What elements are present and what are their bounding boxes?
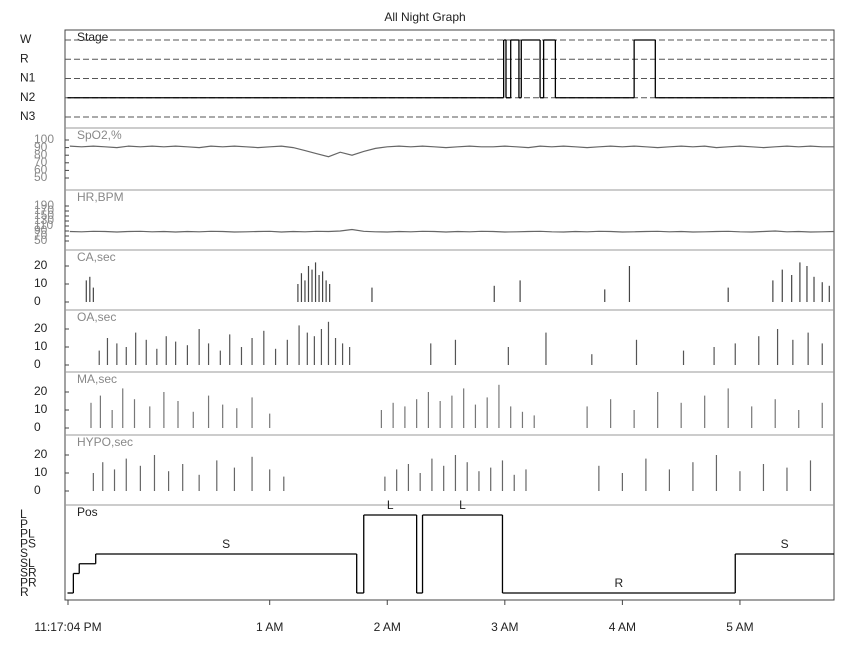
y-tick-label: S	[20, 546, 28, 560]
x-tick-label: 11:17:04 PM	[34, 620, 101, 634]
y-tick-label: PL	[20, 527, 35, 541]
segment-label: S	[781, 537, 789, 551]
y-tick-label: PR	[20, 575, 37, 589]
y-tick-label: 90	[34, 140, 48, 154]
line-trace	[69, 228, 835, 233]
y-tick-label: 20	[34, 258, 48, 272]
panel-label: HR,BPM	[77, 190, 124, 204]
y-tick-label: 50	[34, 233, 48, 247]
segment-label: S	[222, 537, 230, 551]
chart-title: All Night Graph	[384, 10, 465, 24]
plot-frame	[64, 29, 835, 601]
x-tick-label: 2 AM	[374, 620, 401, 634]
y-tick-label: SL	[20, 556, 35, 570]
y-tick-label: 0	[34, 294, 41, 308]
y-tick-label: N2	[20, 90, 36, 104]
y-tick-label: 10	[34, 402, 48, 416]
y-tick-label: 90	[34, 223, 48, 237]
y-tick-label: 130	[34, 213, 54, 227]
segment-label: L	[459, 498, 466, 512]
x-tick-label: 1 AM	[256, 620, 283, 634]
y-tick-label: 20	[34, 321, 48, 335]
y-tick-label: 70	[34, 228, 48, 242]
panel-label: SpO2,%	[77, 128, 122, 142]
y-tick-label: 100	[34, 132, 54, 146]
x-tick-label: 4 AM	[609, 620, 636, 634]
panel-label: Pos	[77, 505, 98, 519]
panel-label: MA,sec	[77, 372, 117, 386]
y-tick-label: N3	[20, 109, 36, 123]
panel-label: Stage	[77, 30, 109, 44]
y-tick-label: 110	[34, 218, 53, 232]
y-tick-label: 0	[34, 357, 41, 371]
y-tick-label: 70	[34, 155, 48, 169]
y-tick-label: 10	[34, 465, 48, 479]
y-tick-label: PS	[20, 536, 36, 550]
y-tick-label: SR	[20, 566, 37, 580]
y-tick-label: 150	[34, 208, 54, 222]
line-trace	[69, 145, 834, 158]
y-tick-label: 170	[34, 203, 54, 217]
x-tick-label: 3 AM	[491, 620, 518, 634]
y-tick-label: 10	[34, 339, 48, 353]
y-tick-label: W	[20, 32, 32, 46]
y-tick-label: 80	[34, 147, 48, 161]
y-tick-label: P	[20, 517, 28, 531]
y-tick-label: 60	[34, 163, 48, 177]
y-tick-label: 50	[34, 170, 48, 184]
segment-label: R	[615, 576, 624, 590]
segment-label: L	[387, 498, 394, 512]
y-tick-label: 20	[34, 447, 48, 461]
y-tick-label: 190	[34, 198, 54, 212]
panel-label: OA,sec	[77, 310, 116, 324]
y-tick-label: 10	[34, 276, 48, 290]
y-tick-label: R	[20, 51, 29, 65]
y-tick-label: L	[20, 507, 27, 521]
panel-label: HYPO,sec	[77, 435, 133, 449]
y-tick-label: N1	[20, 71, 36, 85]
x-tick-label: 5 AM	[726, 620, 753, 634]
y-tick-label: 20	[34, 384, 48, 398]
y-tick-label: R	[20, 585, 29, 599]
y-tick-label: 0	[34, 483, 41, 497]
y-tick-label: 0	[34, 420, 41, 434]
panel-label: CA,sec	[77, 250, 116, 264]
